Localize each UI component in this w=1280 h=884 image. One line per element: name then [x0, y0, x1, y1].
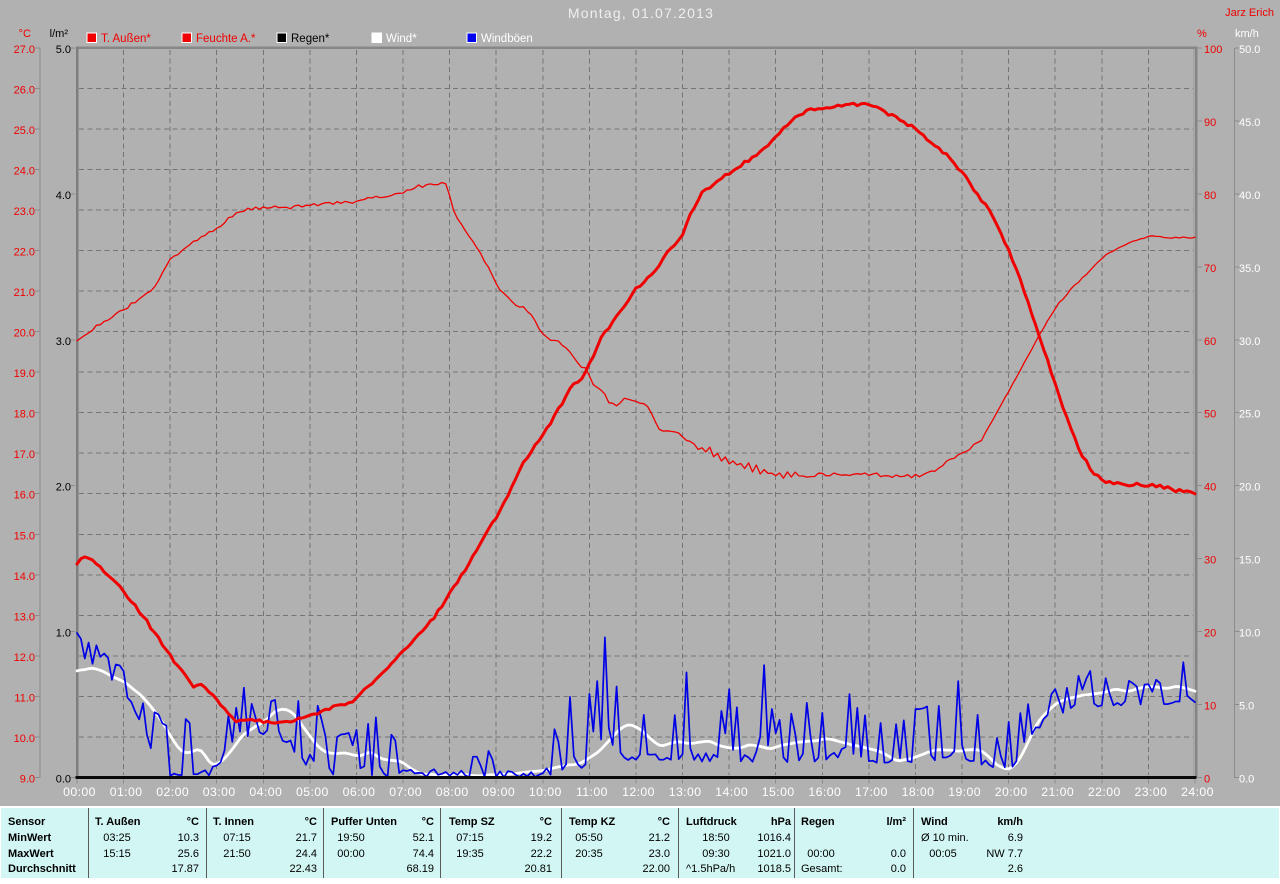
- svg-text:30.0: 30.0: [1239, 336, 1260, 348]
- svg-text:10:00: 10:00: [529, 785, 562, 799]
- svg-text:km/h: km/h: [1235, 28, 1259, 40]
- svg-text:08:00: 08:00: [436, 785, 469, 799]
- svg-text:l/m²: l/m²: [50, 28, 69, 40]
- svg-text:13:00: 13:00: [669, 785, 702, 799]
- svg-text:18:00: 18:00: [902, 785, 935, 799]
- svg-text:Montag, 01.07.2013: Montag, 01.07.2013: [568, 5, 714, 21]
- svg-text:04:00: 04:00: [249, 785, 282, 799]
- svg-text:16:00: 16:00: [808, 785, 841, 799]
- svg-text:25.0: 25.0: [1239, 409, 1260, 421]
- svg-text:5.0: 5.0: [56, 44, 71, 56]
- svg-text:11.0: 11.0: [14, 692, 35, 704]
- svg-text:07:00: 07:00: [389, 785, 422, 799]
- svg-text:50: 50: [1204, 409, 1216, 421]
- svg-text:10.0: 10.0: [14, 733, 35, 745]
- svg-text:10.0: 10.0: [1239, 628, 1260, 640]
- svg-text:80: 80: [1204, 190, 1216, 202]
- svg-text:5.0: 5.0: [1239, 701, 1254, 713]
- svg-text:14:00: 14:00: [715, 785, 748, 799]
- svg-text:05:00: 05:00: [296, 785, 329, 799]
- svg-text:Wind*: Wind*: [386, 33, 417, 45]
- svg-text:19.0: 19.0: [14, 368, 35, 380]
- svg-text:13.0: 13.0: [14, 611, 35, 623]
- svg-text:19:00: 19:00: [948, 785, 981, 799]
- svg-text:40: 40: [1204, 482, 1216, 494]
- svg-text:35.0: 35.0: [1239, 263, 1260, 275]
- svg-text:20.0: 20.0: [1239, 482, 1260, 494]
- svg-text:21:00: 21:00: [1041, 785, 1074, 799]
- svg-text:%: %: [1197, 28, 1207, 40]
- svg-text:12:00: 12:00: [622, 785, 655, 799]
- svg-text:Windböen: Windböen: [481, 33, 533, 45]
- svg-text:0: 0: [1204, 773, 1210, 785]
- svg-text:0.0: 0.0: [1239, 773, 1254, 785]
- svg-text:2.0: 2.0: [56, 482, 71, 494]
- svg-text:100: 100: [1204, 44, 1222, 56]
- svg-text:60: 60: [1204, 336, 1216, 348]
- svg-text:1.0: 1.0: [56, 628, 71, 640]
- svg-text:15.0: 15.0: [14, 530, 35, 542]
- svg-text:00:00: 00:00: [63, 785, 96, 799]
- svg-text:3.0: 3.0: [56, 336, 71, 348]
- svg-text:45.0: 45.0: [1239, 117, 1260, 129]
- svg-text:02:00: 02:00: [156, 785, 189, 799]
- svg-text:03:00: 03:00: [203, 785, 236, 799]
- svg-text:12.0: 12.0: [14, 652, 35, 664]
- svg-text:23:00: 23:00: [1135, 785, 1168, 799]
- svg-text:70: 70: [1204, 263, 1216, 275]
- svg-text:10: 10: [1204, 701, 1216, 713]
- svg-text:°C: °C: [19, 28, 31, 40]
- svg-text:11:00: 11:00: [576, 785, 608, 799]
- svg-text:21.0: 21.0: [14, 287, 35, 299]
- svg-text:15.0: 15.0: [1239, 555, 1260, 567]
- svg-text:24.0: 24.0: [14, 166, 35, 178]
- svg-text:17:00: 17:00: [855, 785, 888, 799]
- svg-text:25.0: 25.0: [14, 125, 35, 137]
- svg-text:22.0: 22.0: [14, 247, 35, 259]
- svg-text:4.0: 4.0: [56, 190, 71, 202]
- svg-text:17.0: 17.0: [14, 449, 35, 461]
- svg-text:T. Außen*: T. Außen*: [101, 33, 151, 45]
- svg-text:14.0: 14.0: [14, 571, 35, 583]
- svg-text:Jarz Erich: Jarz Erich: [1225, 7, 1274, 19]
- svg-text:18.0: 18.0: [14, 409, 35, 421]
- svg-text:Feuchte A.*: Feuchte A.*: [196, 33, 256, 45]
- svg-text:20:00: 20:00: [995, 785, 1028, 799]
- svg-text:Regen*: Regen*: [291, 33, 330, 45]
- svg-text:90: 90: [1204, 117, 1216, 129]
- svg-text:16.0: 16.0: [14, 490, 35, 502]
- svg-text:15:00: 15:00: [762, 785, 795, 799]
- svg-text:20.0: 20.0: [14, 328, 35, 340]
- svg-text:40.0: 40.0: [1239, 190, 1260, 202]
- svg-text:23.0: 23.0: [14, 206, 35, 218]
- svg-text:30: 30: [1204, 555, 1216, 567]
- svg-text:01:00: 01:00: [110, 785, 143, 799]
- svg-text:50.0: 50.0: [1239, 44, 1260, 56]
- svg-text:06:00: 06:00: [343, 785, 376, 799]
- svg-text:09:00: 09:00: [482, 785, 515, 799]
- svg-text:9.0: 9.0: [20, 773, 35, 785]
- svg-text:0.0: 0.0: [56, 773, 71, 785]
- svg-text:20: 20: [1204, 628, 1216, 640]
- svg-text:27.0: 27.0: [14, 44, 35, 56]
- svg-text:24:00: 24:00: [1181, 785, 1214, 799]
- svg-text:26.0: 26.0: [14, 85, 35, 97]
- svg-text:22:00: 22:00: [1088, 785, 1121, 799]
